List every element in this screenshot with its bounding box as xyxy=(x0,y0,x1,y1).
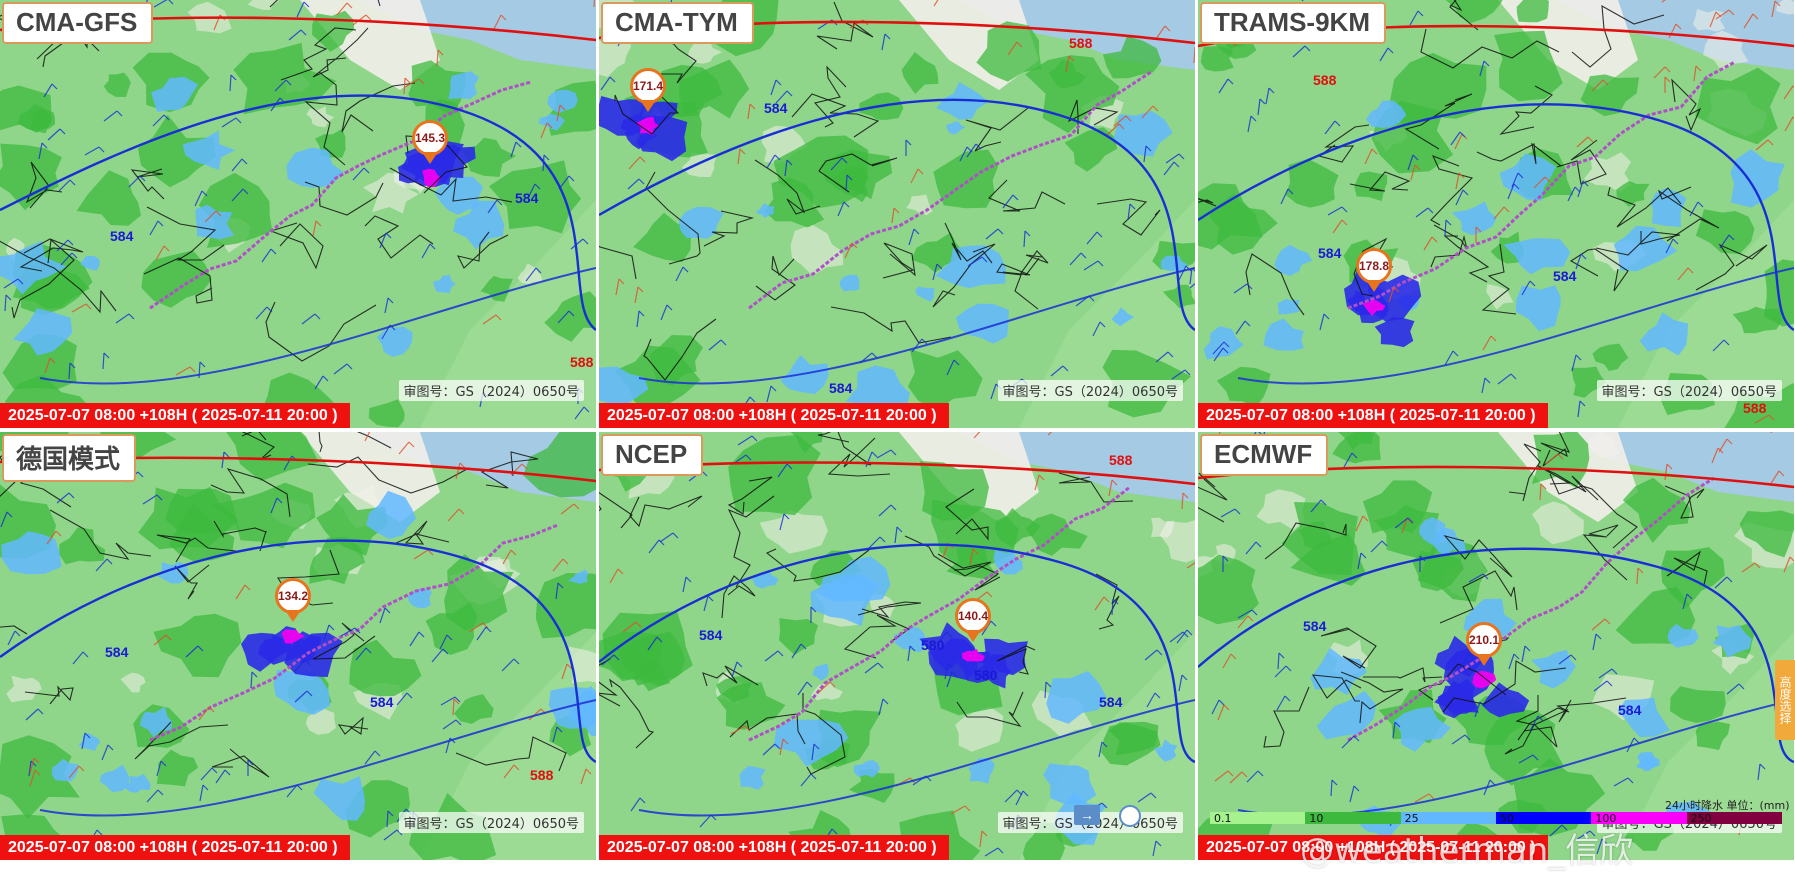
legend-tick-label: 10 xyxy=(1309,812,1324,825)
forecast-time-bar: 2025-07-07 08:00 +108H ( 2025-07-11 20:0… xyxy=(1198,403,1548,428)
map-approval-number: 审图号：GS（2024）0650号 xyxy=(398,812,584,833)
model-name-label: CMA-TYM xyxy=(601,2,754,44)
pin-tail-icon xyxy=(285,610,301,622)
forecast-time-bar: 2025-07-07 08:00 +108H ( 2025-07-11 20:0… xyxy=(0,835,350,860)
legend-swatch xyxy=(1591,812,1687,824)
precip-map[interactable] xyxy=(0,0,596,428)
max-precip-marker[interactable]: 140.4 xyxy=(955,598,995,644)
map-approval-number: 审图号：GS（2024）0650号 xyxy=(398,380,584,401)
map-approval-number: 审图号：GS（2024）0650号 xyxy=(997,380,1183,401)
contour-label: 580 xyxy=(974,667,998,683)
pin-tail-icon xyxy=(640,100,656,112)
forecast-time-bar: 2025-07-07 08:00 +108H ( 2025-07-11 20:0… xyxy=(0,403,350,428)
map-approval-number: 审图号：GS（2024）0650号 xyxy=(1596,380,1782,401)
legend-tick-label: 100 xyxy=(1595,812,1617,825)
model-panel-2[interactable]: TRAMS-9KM 584 584 588 588 178.8 审图号：GS（2024）06… xyxy=(1198,0,1794,428)
legend-tick-label: 0.1 xyxy=(1214,812,1232,825)
max-precip-value: 178.8 xyxy=(1356,248,1392,284)
forecast-time-bar: 2025-07-07 08:00 +108H ( 2025-07-11 20:0… xyxy=(599,835,949,860)
legend-swatch xyxy=(1305,812,1401,824)
max-precip-value: 145.3 xyxy=(412,120,448,156)
model-name-label: 德国模式 xyxy=(2,434,137,482)
contour-label: 584 xyxy=(1303,618,1327,634)
forecast-time-bar: 2025-07-07 08:00 +108H ( 2025-07-11 20:0… xyxy=(599,403,949,428)
precip-map[interactable] xyxy=(1198,0,1794,428)
contour-label: 580 xyxy=(921,637,945,653)
contour-label: 588 xyxy=(530,767,554,783)
precip-map[interactable] xyxy=(599,432,1195,860)
legend-swatch xyxy=(1686,812,1782,824)
precip-legend-ticks: 0.1 10 25 50 100 250 xyxy=(1210,812,1782,826)
legend-swatch xyxy=(1400,812,1496,824)
contour-label: 584 xyxy=(1553,268,1577,284)
locate-circle-icon[interactable] xyxy=(1119,805,1141,827)
contour-label: 584 xyxy=(1618,702,1642,718)
model-name-label: CMA-GFS xyxy=(2,2,154,44)
pin-tail-icon xyxy=(965,630,981,642)
model-name-label: ECMWF xyxy=(1200,434,1329,476)
contour-label: 584 xyxy=(105,644,129,660)
max-precip-value: 134.2 xyxy=(275,578,311,614)
precip-map[interactable] xyxy=(599,0,1195,428)
max-precip-marker[interactable]: 210.1 xyxy=(1466,622,1506,668)
contour-label: 584 xyxy=(1099,694,1123,710)
contour-label: 584 xyxy=(699,627,723,643)
legend-tick-label: 50 xyxy=(1500,812,1514,825)
watermark: @weatherman_信欣 xyxy=(1300,831,1634,871)
contour-label: 584 xyxy=(829,380,853,396)
legend-tick-label: 250 xyxy=(1690,812,1712,825)
model-panel-5[interactable]: ECMWF 584 584 210.1 审图号：GS（2024）0650号 2025-07… xyxy=(1198,432,1794,860)
forecast-time-bar: 2025-07-07 08:00 +108H ( 2025-07-11 20:0… xyxy=(1198,835,1548,860)
max-precip-value: 140.4 xyxy=(955,598,991,634)
next-arrow-icon[interactable]: → xyxy=(1074,805,1100,825)
model-panel-1[interactable]: CMA-TYM 584 584 588 171.4 审图号：GS（2024）0650号 20… xyxy=(599,0,1195,428)
legend-title: 24小时降水 单位：(mm) xyxy=(1665,799,1790,812)
precip-legend-bar xyxy=(1210,812,1782,824)
contour-label: 584 xyxy=(370,694,394,710)
contour-label: 588 xyxy=(570,354,594,370)
contour-label: 588 xyxy=(1069,35,1093,51)
height-select-button[interactable]: 高度选择 xyxy=(1775,660,1795,740)
pin-tail-icon xyxy=(1366,280,1382,292)
contour-label: 588 xyxy=(1313,72,1337,88)
pin-tail-icon xyxy=(1476,654,1492,666)
pin-tail-icon xyxy=(422,152,438,164)
legend-swatch xyxy=(1210,812,1306,824)
contour-label: 588 xyxy=(1743,400,1767,416)
contour-label: 584 xyxy=(1318,245,1342,261)
max-precip-marker[interactable]: 171.4 xyxy=(630,68,670,114)
legend-tick-label: 25 xyxy=(1404,812,1419,825)
max-precip-value: 210.1 xyxy=(1466,622,1502,658)
model-panel-4[interactable]: NCEP584580580584588140.4审图号：GS（2024）0650… xyxy=(599,432,1195,860)
max-precip-value: 171.4 xyxy=(630,68,666,104)
contour-label: 588 xyxy=(1109,452,1133,468)
contour-label: 584 xyxy=(110,228,134,244)
max-precip-marker[interactable]: 178.8 xyxy=(1356,248,1396,294)
model-panel-0[interactable]: CMA-GFS 584 584 588 145.3 审图号：GS（2024）0650号 20… xyxy=(0,0,596,428)
legend-swatch xyxy=(1495,812,1592,824)
model-panel-3[interactable]: 德国模式 584 584 588 134.2 审图号：GS（2024）0650号 2025-… xyxy=(0,432,596,860)
contour-label: 584 xyxy=(764,100,788,116)
model-name-label: TRAMS-9KM xyxy=(1200,2,1386,44)
contour-label: 584 xyxy=(515,190,539,206)
model-name-label: NCEP xyxy=(601,434,704,476)
max-precip-marker[interactable]: 134.2 xyxy=(275,578,315,624)
precip-map[interactable] xyxy=(0,432,596,860)
max-precip-marker[interactable]: 145.3 xyxy=(412,120,452,166)
